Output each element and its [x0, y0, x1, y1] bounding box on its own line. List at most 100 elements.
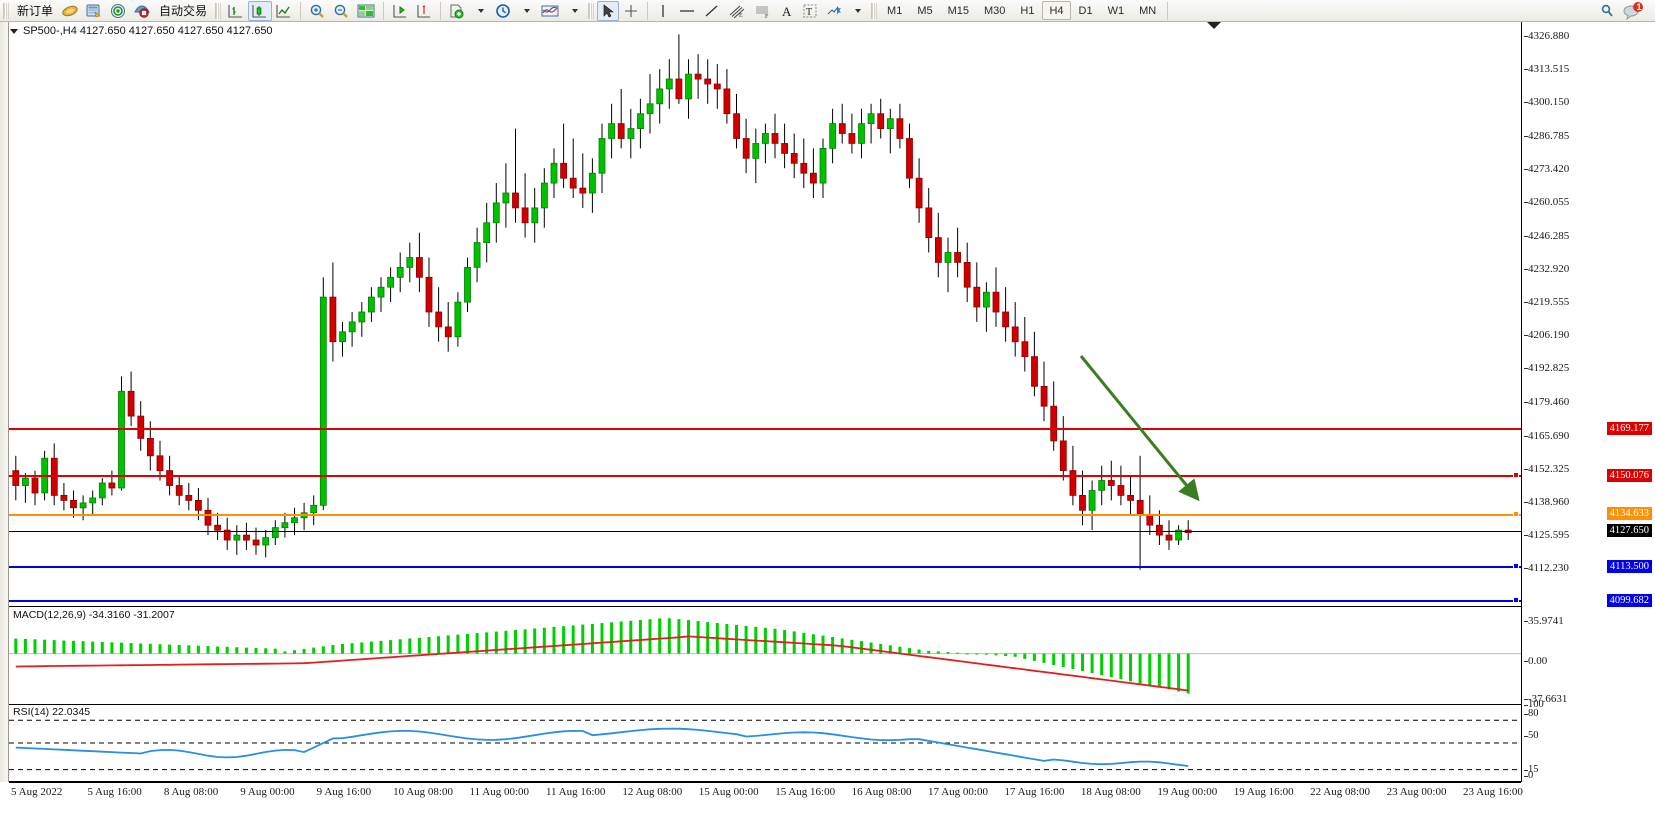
symbol-ohlc-label: SP500-,H4 4127.650 4127.650 4127.650 412… [23, 25, 273, 37]
notification-icon[interactable]: 1 [1619, 1, 1647, 21]
fibonacci-icon[interactable]: F [750, 1, 776, 21]
svg-text:A: A [782, 4, 792, 19]
shapes-dropdown-caret[interactable] [846, 1, 868, 21]
chart-grid-icon[interactable] [353, 1, 379, 21]
new-order-button[interactable]: 新订单 [12, 1, 58, 21]
horizontal-line-icon[interactable] [674, 1, 700, 21]
time-tick: 23 Aug 16:00 [1463, 786, 1523, 798]
price-badge-current-price[interactable]: 4127.650 [1606, 524, 1652, 538]
macd-plot [9, 618, 1521, 694]
price-tick: 4192.825 [1523, 362, 1570, 375]
price-tick: 4260.055 [1523, 195, 1570, 208]
period-icon[interactable] [491, 1, 515, 21]
shapes-icon[interactable] [822, 1, 846, 21]
market-watch-icon[interactable] [82, 1, 106, 21]
price-line-resistance-upper[interactable] [9, 428, 1521, 431]
timeframe-m15[interactable]: M15 [947, 4, 969, 17]
cursor-icon[interactable] [597, 0, 620, 21]
indicators-icon[interactable] [537, 1, 563, 21]
toolbar-grip[interactable] [3, 2, 9, 19]
toolbar-separator-2 [383, 1, 385, 20]
price-line-anchor[interactable] [1513, 597, 1519, 604]
price-tick: 4286.785 [1523, 129, 1570, 142]
zoom-in-icon[interactable] [305, 1, 329, 21]
trendline-icon[interactable] [700, 1, 724, 21]
vertical-line-icon[interactable] [652, 1, 674, 21]
macd-pane[interactable]: MACD(12,26,9) -34.3160 -31.2007 [9, 606, 1521, 702]
timeframe-m30[interactable]: M30 [984, 4, 1006, 17]
price-tick: 4273.420 [1523, 162, 1570, 175]
period-dropdown-caret[interactable] [515, 1, 537, 21]
chevron-down-icon[interactable] [10, 28, 18, 34]
time-tick: 17 Aug 16:00 [1004, 786, 1065, 798]
timeframe-h1[interactable]: H1 [1020, 4, 1035, 17]
chart-collapse-icon[interactable] [1207, 22, 1221, 29]
line-chart-icon[interactable] [272, 1, 296, 21]
toolbar-grip-3[interactable] [588, 2, 595, 19]
timeframe-h4[interactable]: H4 [1042, 1, 1071, 20]
price-line-anchor[interactable] [1513, 472, 1519, 479]
timeframe-group: M1 M5 M15 M30 H1 H4 D1 W1 MN [880, 1, 1163, 20]
crosshair-icon[interactable] [619, 1, 643, 21]
chart-shift-icon[interactable] [388, 1, 412, 21]
price-badge-support-blue-lower[interactable]: 4099.682 [1606, 593, 1652, 607]
time-tick: 8 Aug 08:00 [163, 786, 219, 798]
time-tick: 18 Aug 08:00 [1080, 786, 1141, 798]
timeframe-m5[interactable]: M5 [917, 4, 933, 17]
price-pane[interactable] [9, 22, 1521, 604]
left-scale-gutter [0, 22, 9, 782]
templates-dropdown-caret[interactable] [469, 1, 491, 21]
rsi-label: RSI(14) 22.0345 [13, 706, 91, 718]
equidistant-channel-icon[interactable]: E [724, 1, 750, 21]
toolbar-separator-5 [1167, 1, 1169, 20]
price-tick: 4152.325 [1523, 462, 1570, 475]
rsi-pane[interactable]: RSI(14) 22.0345 [9, 704, 1521, 782]
timeframe-mn[interactable]: MN [1139, 4, 1157, 17]
rsi-scale-tick: 0 [1523, 770, 1534, 781]
macd-scale-tick: -37.6631 [1523, 693, 1568, 705]
toolbar-separator-3 [440, 1, 442, 20]
indicators-dropdown-caret[interactable] [563, 1, 585, 21]
chart-canvas[interactable]: SP500-,H4 4127.650 4127.650 4127.650 412… [0, 22, 1655, 818]
price-line-resistance-lower[interactable] [9, 475, 1521, 478]
timeframe-m1[interactable]: M1 [887, 4, 903, 17]
timeframe-w1[interactable]: W1 [1107, 4, 1125, 17]
time-tick: 19 Aug 00:00 [1157, 786, 1218, 798]
navigator-icon[interactable] [106, 1, 130, 21]
auto-scroll-icon[interactable] [412, 1, 436, 21]
candlestick-chart-icon[interactable] [248, 0, 273, 21]
price-badge-support-blue-upper[interactable]: 4113.500 [1607, 559, 1652, 573]
time-tick: 9 Aug 16:00 [316, 786, 372, 798]
price-line-support-blue-lower[interactable] [9, 600, 1521, 603]
toolbar-separator-1 [300, 1, 302, 20]
text-label-icon[interactable]: A [776, 1, 798, 21]
timeframe-d1[interactable]: D1 [1078, 4, 1093, 17]
templates-icon[interactable] [445, 1, 469, 21]
search-icon[interactable] [1595, 1, 1619, 21]
price-badge-resistance-upper[interactable]: 4169.177 [1606, 421, 1652, 435]
autotrading-button[interactable]: 自动交易 [154, 1, 212, 21]
price-line-anchor[interactable] [1513, 510, 1519, 517]
price-badge-resistance-lower[interactable]: 4150.076 [1606, 468, 1652, 482]
time-tick: 23 Aug 00:00 [1386, 786, 1447, 798]
price-tick: 4206.190 [1523, 329, 1570, 342]
price-line-current-price[interactable] [9, 530, 1521, 532]
price-badge-support-orange[interactable]: 4134.633 [1606, 507, 1652, 521]
price-tick: 4326.880 [1523, 30, 1570, 43]
rsi-scale-tick: 80 [1524, 708, 1539, 719]
autotrading-icon[interactable] [130, 1, 154, 21]
bar-chart-icon[interactable] [224, 1, 248, 21]
price-axis[interactable]: 4326.880 4313.515 4300.150 4286.785 4273.420… [1521, 22, 1655, 782]
price-line-support-orange[interactable] [9, 513, 1521, 516]
time-tick: 22 Aug 08:00 [1310, 786, 1371, 798]
price-line-support-blue-upper[interactable] [9, 566, 1521, 569]
toolbar-grip-4[interactable] [871, 2, 878, 19]
price-line-anchor[interactable] [1513, 563, 1519, 570]
text-object-icon[interactable]: T [798, 1, 822, 21]
time-tick: 19 Aug 16:00 [1233, 786, 1294, 798]
time-axis[interactable]: 5 Aug 2022 5 Aug 16:00 8 Aug 08:00 9 Aug 00… [9, 782, 1523, 818]
autotrading-label: 自动交易 [159, 4, 208, 18]
toolbar-grip-2[interactable] [215, 2, 222, 19]
expert-advisors-icon[interactable] [58, 1, 82, 21]
zoom-out-icon[interactable] [329, 1, 353, 21]
